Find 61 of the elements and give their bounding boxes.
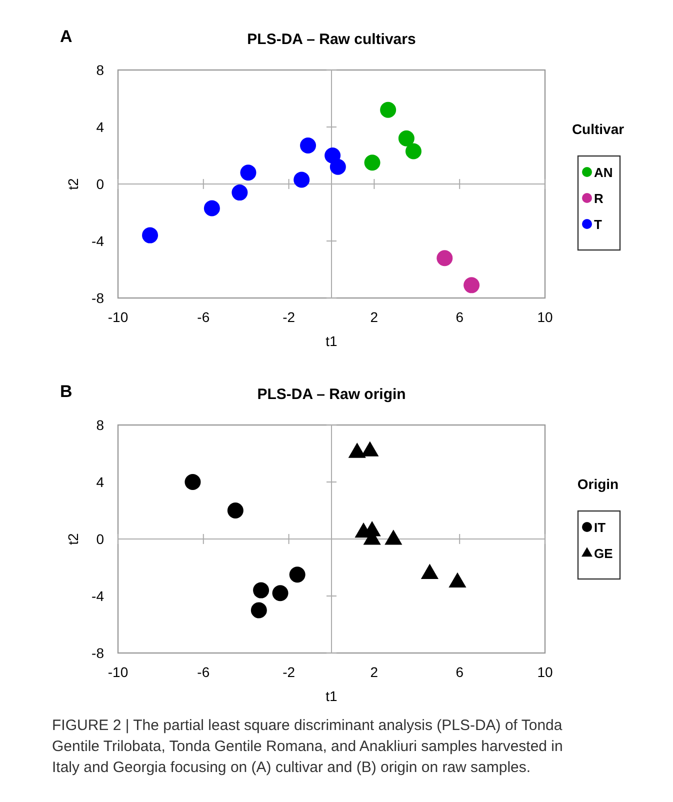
x-tick-label: -6 (197, 309, 210, 325)
x-tick-label: -2 (282, 309, 296, 325)
y-tick-label: 4 (96, 474, 104, 490)
point (384, 530, 402, 545)
x-tick-label: -6 (197, 664, 210, 680)
point (420, 564, 439, 579)
point (142, 227, 158, 244)
y-tick-label: -4 (92, 588, 104, 604)
point (361, 441, 379, 456)
x-tick-label: 10 (537, 309, 553, 325)
x-axis-title: t1 (326, 688, 338, 704)
y-tick-label: 4 (96, 119, 104, 135)
y-tick-label: 0 (96, 176, 104, 192)
point (240, 164, 256, 181)
x-tick-label: -10 (108, 309, 128, 325)
y-tick-label: 8 (96, 62, 104, 78)
x-tick-label: 2 (370, 664, 378, 680)
text: A (60, 27, 72, 46)
x-tick-label: 2 (370, 309, 378, 325)
point (405, 143, 422, 160)
x-tick-label: -2 (282, 664, 296, 680)
chart-title: PLS-DA – Raw cultivars (247, 31, 416, 48)
point (348, 442, 366, 458)
y-tick-label: -8 (92, 645, 104, 661)
legend-label: R (594, 191, 604, 206)
legend-title: Origin (577, 476, 619, 492)
point (300, 138, 316, 154)
x-axis-title: t1 (326, 333, 338, 349)
point (464, 277, 480, 294)
point (250, 602, 267, 618)
x-tick-label: 6 (456, 309, 464, 325)
x-tick-label: 10 (537, 664, 553, 680)
point (448, 572, 466, 588)
legend-title: Cultivar (572, 121, 625, 137)
point (204, 200, 220, 216)
point (232, 184, 248, 201)
point (227, 502, 244, 518)
y-tick-label: 0 (96, 531, 104, 547)
y-tick-label: -4 (92, 233, 104, 249)
point (436, 250, 453, 266)
point (398, 130, 414, 146)
text: B (60, 382, 72, 401)
x-tick-label: -10 (108, 664, 128, 680)
point (272, 585, 288, 602)
y-tick-label: 8 (96, 417, 104, 433)
legend-label: GE (594, 546, 614, 561)
y-axis-title: t2 (65, 178, 81, 190)
y-tick-label: -8 (92, 290, 104, 306)
caption: FIGURE 2 | The partial least square discriminant analysis (PLS-DA) of Tonda Gentile Trilobata, Tonda Gentile Romana, and Anakliuri samples harvested in Italy and Georgia focusing on (A) cultivar and (B) origin on raw samples. (52, 717, 563, 776)
chart-title: PLS-DA – Raw origin (257, 386, 406, 403)
point (380, 102, 396, 118)
point (294, 172, 310, 188)
point (289, 566, 306, 583)
legend-label: T (594, 217, 602, 232)
legend-label: IT (594, 520, 606, 535)
x-tick-label: 6 (456, 664, 464, 680)
point (330, 158, 346, 175)
point (364, 154, 380, 171)
y-axis-title: t2 (65, 532, 81, 545)
point (253, 582, 270, 598)
legend-label: AN (594, 165, 613, 180)
